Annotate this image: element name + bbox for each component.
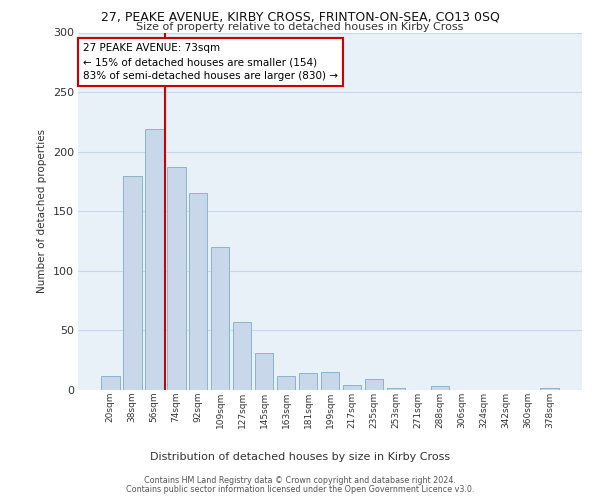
- Bar: [365, 380, 383, 390]
- Bar: [211, 247, 229, 390]
- Bar: [255, 353, 274, 390]
- Bar: [123, 176, 142, 390]
- Bar: [233, 322, 251, 390]
- Y-axis label: Number of detached properties: Number of detached properties: [37, 129, 47, 294]
- Bar: [167, 167, 185, 390]
- Bar: [299, 374, 317, 390]
- Text: 27, PEAKE AVENUE, KIRBY CROSS, FRINTON-ON-SEA, CO13 0SQ: 27, PEAKE AVENUE, KIRBY CROSS, FRINTON-O…: [101, 11, 499, 24]
- Text: Distribution of detached houses by size in Kirby Cross: Distribution of detached houses by size …: [150, 452, 450, 462]
- Bar: [386, 388, 405, 390]
- Text: Size of property relative to detached houses in Kirby Cross: Size of property relative to detached ho…: [136, 22, 464, 32]
- Bar: [343, 385, 361, 390]
- Bar: [145, 129, 164, 390]
- Bar: [541, 388, 559, 390]
- Text: Contains public sector information licensed under the Open Government Licence v3: Contains public sector information licen…: [126, 485, 474, 494]
- Text: Contains HM Land Registry data © Crown copyright and database right 2024.: Contains HM Land Registry data © Crown c…: [144, 476, 456, 485]
- Bar: [320, 372, 340, 390]
- Bar: [189, 194, 208, 390]
- Text: 27 PEAKE AVENUE: 73sqm
← 15% of detached houses are smaller (154)
83% of semi-de: 27 PEAKE AVENUE: 73sqm ← 15% of detached…: [83, 43, 338, 81]
- Bar: [431, 386, 449, 390]
- Bar: [101, 376, 119, 390]
- Bar: [277, 376, 295, 390]
